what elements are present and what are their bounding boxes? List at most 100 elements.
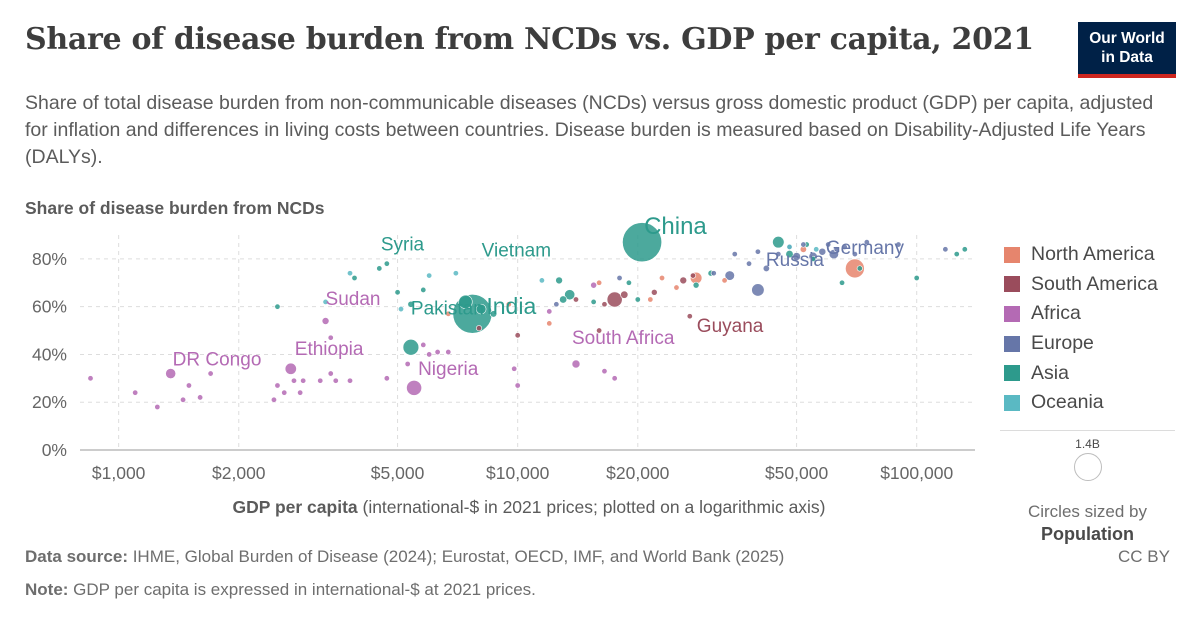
data-point[interactable] <box>505 301 512 308</box>
data-point[interactable] <box>394 289 401 296</box>
data-point[interactable] <box>281 389 288 396</box>
data-point[interactable] <box>284 362 297 375</box>
data-point[interactable] <box>514 332 521 339</box>
data-point[interactable] <box>953 251 960 258</box>
data-point[interactable] <box>673 284 680 291</box>
data-point[interactable] <box>841 243 848 250</box>
data-point[interactable] <box>185 382 192 389</box>
data-point[interactable] <box>571 359 581 369</box>
data-point[interactable] <box>647 296 654 303</box>
data-point[interactable] <box>620 290 629 299</box>
data-point[interactable] <box>351 274 358 281</box>
data-point[interactable] <box>475 303 487 315</box>
data-point[interactable] <box>555 276 563 285</box>
data-point[interactable] <box>434 349 441 356</box>
data-point[interactable] <box>596 327 603 334</box>
data-point[interactable] <box>611 375 618 382</box>
data-point[interactable] <box>347 377 354 384</box>
license-link[interactable]: CC BY <box>1118 547 1170 566</box>
data-point[interactable] <box>601 301 608 308</box>
data-point[interactable] <box>786 243 793 250</box>
data-point[interactable] <box>511 365 518 372</box>
data-point[interactable] <box>332 377 339 384</box>
data-point[interactable] <box>679 276 688 285</box>
data-point[interactable] <box>165 368 177 379</box>
data-point[interactable] <box>458 294 473 309</box>
data-point[interactable] <box>407 300 415 308</box>
data-point[interactable] <box>426 351 433 358</box>
data-point[interactable] <box>572 296 579 303</box>
data-point[interactable] <box>785 250 794 259</box>
data-point[interactable] <box>863 239 870 246</box>
data-point[interactable] <box>825 241 832 248</box>
data-point[interactable] <box>546 320 553 327</box>
data-point[interactable] <box>692 281 700 289</box>
data-point[interactable] <box>445 310 452 317</box>
data-point[interactable] <box>810 255 817 262</box>
data-point[interactable] <box>538 277 545 284</box>
data-point[interactable] <box>197 394 204 401</box>
data-point[interactable] <box>376 265 383 272</box>
data-point[interactable] <box>347 270 354 277</box>
legend-item[interactable]: Africa <box>1004 299 1158 329</box>
data-point[interactable] <box>625 279 632 286</box>
data-point[interactable] <box>851 251 858 258</box>
data-point[interactable] <box>476 325 483 332</box>
data-point[interactable] <box>762 264 770 272</box>
data-point[interactable] <box>800 241 807 248</box>
data-point[interactable] <box>564 289 576 301</box>
data-point[interactable] <box>721 277 728 284</box>
data-point[interactable] <box>426 272 433 279</box>
data-point[interactable] <box>895 241 902 248</box>
data-point[interactable] <box>420 286 427 293</box>
data-point[interactable] <box>651 289 658 296</box>
data-point[interactable] <box>132 389 139 396</box>
data-point[interactable] <box>274 303 281 310</box>
data-point[interactable] <box>290 377 297 384</box>
data-point[interactable] <box>942 246 949 253</box>
data-point[interactable] <box>420 341 427 348</box>
data-point[interactable] <box>754 248 761 255</box>
legend-item[interactable]: Asia <box>1004 358 1158 388</box>
data-point[interactable] <box>514 382 521 389</box>
data-point[interactable] <box>961 246 968 253</box>
data-point[interactable] <box>659 274 666 281</box>
data-point[interactable] <box>772 236 785 249</box>
data-point[interactable] <box>622 222 663 263</box>
data-point[interactable] <box>317 377 324 384</box>
data-point[interactable] <box>710 270 717 277</box>
data-point[interactable] <box>833 246 840 253</box>
legend-item[interactable]: Oceania <box>1004 388 1158 418</box>
data-point[interactable] <box>731 251 738 258</box>
owid-logo[interactable]: Our World in Data <box>1078 22 1176 78</box>
data-point[interactable] <box>404 360 411 367</box>
scatter-plot[interactable]: 0% 20% 40% 60% 80% $1,000 $2,000 $5,000 $10,000 $… <box>0 0 1000 500</box>
data-point[interactable] <box>634 296 641 303</box>
data-point[interactable] <box>596 279 603 286</box>
data-point[interactable] <box>775 251 782 258</box>
data-point[interactable] <box>327 334 334 341</box>
data-point[interactable] <box>913 274 920 281</box>
data-point[interactable] <box>274 382 281 389</box>
data-point[interactable] <box>601 368 608 375</box>
data-point[interactable] <box>270 396 277 403</box>
data-point[interactable] <box>559 295 568 304</box>
data-point[interactable] <box>546 308 553 315</box>
data-point[interactable] <box>383 260 390 267</box>
data-point[interactable] <box>180 396 187 403</box>
data-point[interactable] <box>207 370 214 377</box>
data-point[interactable] <box>590 281 598 289</box>
data-point[interactable] <box>402 339 420 356</box>
data-point[interactable] <box>489 310 498 318</box>
data-point[interactable] <box>616 274 623 281</box>
data-point[interactable] <box>724 270 735 281</box>
legend-item[interactable]: South America <box>1004 270 1158 300</box>
data-point[interactable] <box>445 349 452 356</box>
data-point[interactable] <box>606 291 623 308</box>
data-point[interactable] <box>845 258 865 279</box>
data-point[interactable] <box>87 375 94 382</box>
data-point[interactable] <box>689 272 696 279</box>
data-point[interactable] <box>751 283 765 297</box>
data-point[interactable] <box>406 379 422 396</box>
data-point[interactable] <box>856 265 863 272</box>
